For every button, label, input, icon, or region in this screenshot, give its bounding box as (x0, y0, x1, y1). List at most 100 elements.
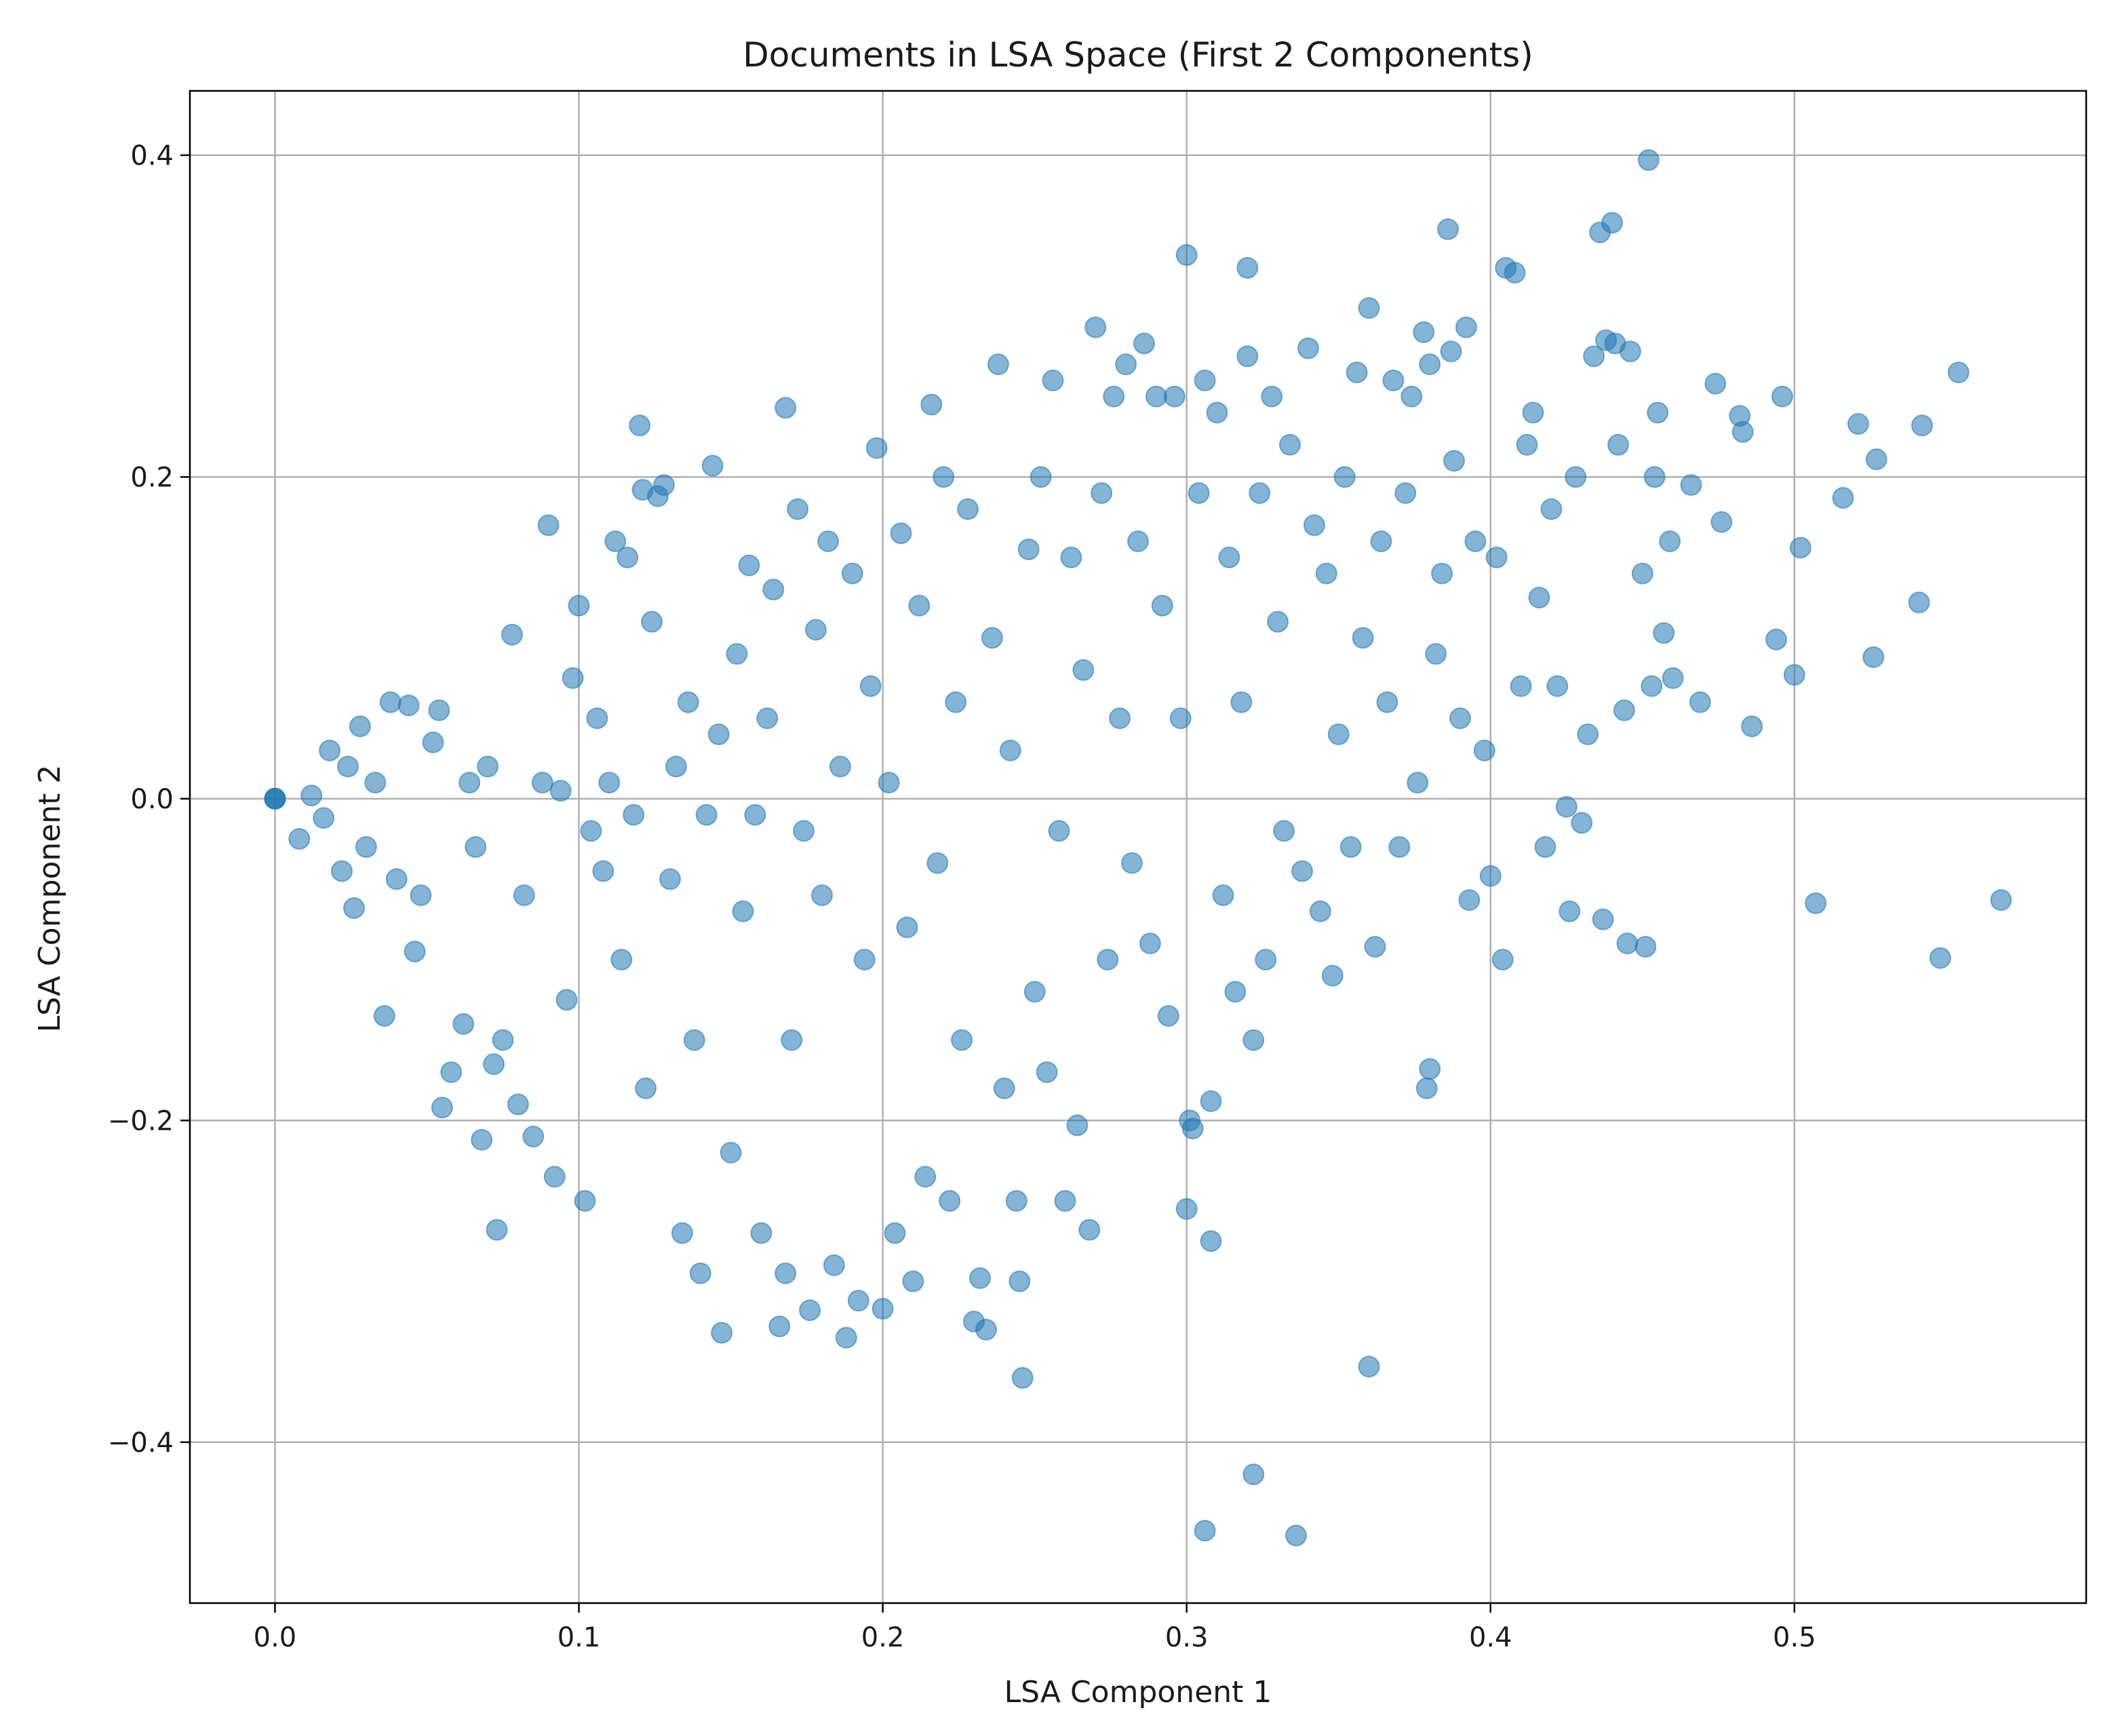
data-point (1741, 715, 1763, 738)
data-point (865, 437, 888, 459)
data-point (543, 1166, 566, 1188)
data-point (458, 772, 481, 794)
data-point (1023, 981, 1046, 1003)
data-point (1157, 1005, 1179, 1027)
data-point (1175, 244, 1198, 266)
data-point (428, 699, 450, 722)
data-point (1601, 212, 1623, 234)
data-point (629, 414, 651, 437)
data-point (775, 397, 797, 419)
data-point (1440, 340, 1462, 363)
data-point (1407, 772, 1429, 794)
data-point (1789, 536, 1811, 559)
data-point (1990, 889, 2012, 911)
data-point (404, 941, 426, 963)
data-point (1279, 433, 1301, 456)
data-point (337, 755, 359, 778)
data-point (1194, 1520, 1216, 1542)
data-point (1133, 332, 1155, 355)
y-tick-label: 0.2 (130, 462, 174, 493)
data-point (1333, 466, 1356, 488)
data-point (319, 739, 341, 762)
data-point (1443, 450, 1465, 472)
data-point (957, 498, 979, 520)
data-point (805, 618, 827, 641)
data-points (264, 149, 2012, 1547)
data-point (1641, 675, 1663, 697)
axis-ticks: 0.0 0.1 0.2 0.3 0.4 0.5 0.4 0.2 0.0 −0.2 −0.4 (108, 140, 1816, 1653)
data-point (1731, 420, 1754, 443)
data-point (1017, 538, 1040, 561)
data-point (744, 804, 766, 826)
data-point (920, 393, 943, 416)
data-point (1194, 370, 1216, 391)
data-point (1607, 433, 1629, 456)
data-point (787, 498, 809, 520)
data-point (549, 780, 572, 802)
data-point (507, 1093, 529, 1116)
data-point (1285, 1524, 1307, 1547)
data-point (993, 1077, 1015, 1099)
data-point (537, 514, 560, 536)
data-point (999, 739, 1021, 762)
data-point (677, 691, 699, 713)
data-point (1613, 699, 1635, 722)
data-point (701, 454, 724, 477)
data-point (288, 828, 311, 850)
data-point (1516, 433, 1538, 456)
data-point (951, 1029, 973, 1051)
data-point (1327, 723, 1350, 745)
data-point (586, 707, 608, 730)
data-point (1358, 1356, 1380, 1378)
data-point (1364, 936, 1386, 958)
data-point (598, 772, 621, 794)
data-point (1634, 936, 1657, 958)
data-point (1908, 591, 1930, 614)
data-point (1710, 511, 1733, 533)
data-point (580, 820, 602, 842)
x-tick-label: 0.1 (557, 1622, 601, 1653)
data-point (1352, 627, 1374, 649)
data-point (762, 578, 785, 601)
data-point (1273, 820, 1295, 842)
data-point (689, 1262, 711, 1284)
data-point (1555, 795, 1578, 818)
data-point (817, 530, 839, 553)
data-point (1783, 664, 1805, 686)
data-point (1054, 1189, 1076, 1212)
data-point (1437, 218, 1459, 240)
data-point (823, 1254, 845, 1276)
data-point (1647, 401, 1669, 424)
data-point (513, 884, 535, 907)
data-point (835, 1326, 857, 1349)
data-point (477, 755, 499, 778)
data-point (1218, 547, 1240, 568)
data-point (373, 1005, 395, 1027)
data-point (610, 949, 633, 971)
data-point (1680, 474, 1702, 496)
data-point (768, 1316, 791, 1337)
data-point (671, 1222, 693, 1244)
data-point (1616, 932, 1639, 955)
data-point (1206, 401, 1228, 424)
data-point (501, 623, 523, 646)
data-point (1382, 370, 1405, 391)
data-point (1200, 1090, 1222, 1112)
data-point (531, 772, 553, 794)
data-point (562, 667, 584, 689)
data-point (641, 610, 663, 633)
x-tick-label: 0.5 (1773, 1622, 1816, 1653)
data-point (1458, 889, 1481, 911)
data-point (1400, 385, 1423, 408)
data-point (604, 530, 627, 553)
data-point (1771, 385, 1793, 408)
data-point (1303, 514, 1325, 536)
data-point (1060, 547, 1082, 568)
data-point (1151, 595, 1173, 617)
data-point (1181, 1118, 1204, 1140)
data-point (452, 1013, 475, 1035)
data-point (522, 1126, 545, 1147)
x-tick-label: 0.2 (861, 1622, 905, 1653)
data-point (492, 1029, 514, 1051)
data-point (695, 804, 718, 826)
